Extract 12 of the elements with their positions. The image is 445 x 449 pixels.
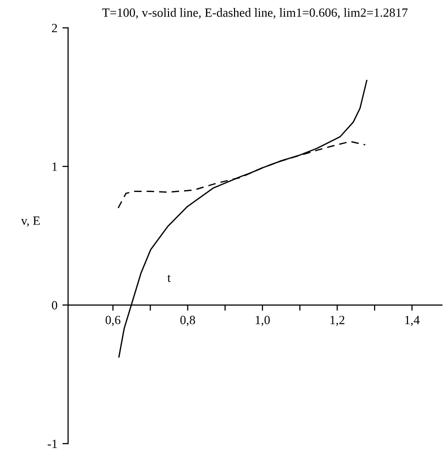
x-tick-label: 1,2	[330, 316, 344, 326]
y-tick-label: 0	[52, 301, 58, 310]
chart-title: T=100, v-solid line, E-dashed line, lim1=0.606, lim2=1.2817	[102, 8, 408, 19]
y-axis-title: v, E	[21, 216, 40, 227]
x-axis-title: t	[167, 274, 171, 282]
x-tick-label: 1,4	[405, 316, 420, 326]
y-tick-label: 1	[52, 162, 57, 171]
y-tick-label: 2	[52, 24, 57, 32]
x-tick-label: 0,6	[106, 316, 120, 326]
x-tick-label: 0,8	[180, 316, 196, 326]
x-tick-label: 1,0	[256, 316, 270, 326]
y-tick-label: -1	[48, 440, 57, 448]
